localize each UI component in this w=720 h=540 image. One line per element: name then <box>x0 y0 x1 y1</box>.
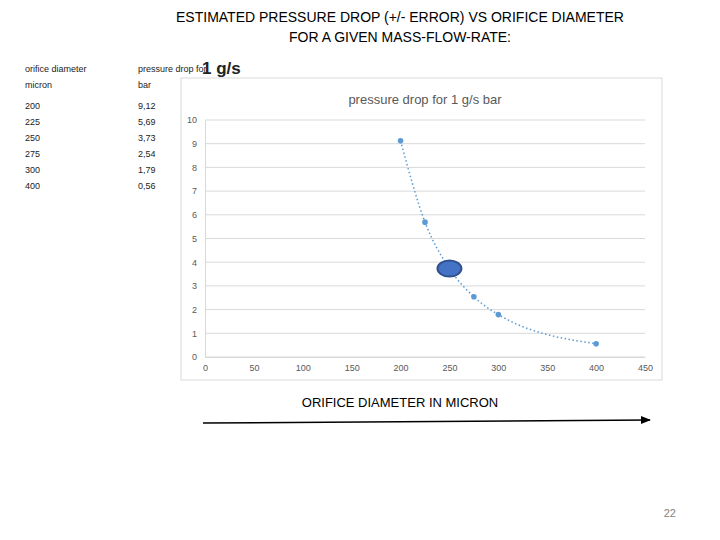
grid-line <box>205 357 645 358</box>
table-cell: 0,56 <box>138 181 156 191</box>
table-header: bar <box>138 80 151 90</box>
table-cell: 250 <box>25 133 40 143</box>
plot-area <box>398 138 599 346</box>
x-tick-label: 400 <box>589 363 604 373</box>
x-tick: 350 <box>540 357 555 373</box>
table-header: 1 g/s <box>202 59 241 78</box>
y-tick-label: 7 <box>192 186 197 196</box>
page-number: 22 <box>664 507 676 519</box>
table-cell: 5,69 <box>138 117 156 127</box>
data-point <box>422 219 428 225</box>
grid-line <box>205 262 645 263</box>
table-header: micron <box>25 80 52 90</box>
x-axis: 0 50 100 150 200 250 300 350 400 450 <box>203 357 653 373</box>
y-tick: 2 <box>192 305 205 315</box>
grid-line <box>205 333 645 334</box>
grid-line <box>205 143 645 144</box>
y-tick: 0 <box>192 352 205 362</box>
y-tick: 10 <box>187 115 205 125</box>
y-tick: 9 <box>192 139 205 149</box>
y-tick: 5 <box>192 234 205 244</box>
grid-line <box>205 167 645 168</box>
table-header: orifice diameter <box>25 64 87 74</box>
x-tick: 100 <box>296 357 311 373</box>
slide: ESTIMATED PRESSURE DROP (+/- ERROR) VS O… <box>0 0 720 540</box>
y-tick-label: 2 <box>192 305 197 315</box>
y-tick-label: 8 <box>192 163 197 173</box>
grid <box>205 120 645 357</box>
y-tick: 4 <box>192 258 205 268</box>
x-tick: 400 <box>589 357 604 373</box>
y-tick-label: 6 <box>192 210 197 220</box>
y-tick: 1 <box>192 329 205 339</box>
chart-frame <box>181 78 662 380</box>
data-point <box>398 138 404 144</box>
grid-line <box>205 238 645 239</box>
series-line <box>401 141 597 344</box>
x-tick-label: 100 <box>296 363 311 373</box>
x-tick: 50 <box>249 357 259 373</box>
x-tick-label: 0 <box>203 363 208 373</box>
table-cell: 1,79 <box>138 165 156 175</box>
x-tick-label: 300 <box>491 363 506 373</box>
grid-line <box>205 214 645 215</box>
x-tick: 250 <box>442 357 457 373</box>
table-cell: 275 <box>25 149 40 159</box>
y-tick-label: 1 <box>192 329 197 339</box>
table-cell: 200 <box>25 101 40 111</box>
y-tick-label: 10 <box>187 115 197 125</box>
y-tick: 3 <box>192 281 205 291</box>
table-header: pressure drop for <box>138 64 207 74</box>
table-cell: 9,12 <box>138 101 156 111</box>
x-tick-label: 450 <box>638 363 653 373</box>
table-cell: 2,54 <box>138 149 156 159</box>
y-tick-label: 4 <box>192 258 197 268</box>
data-point <box>471 294 477 300</box>
y-tick: 6 <box>192 210 205 220</box>
x-tick: 300 <box>491 357 506 373</box>
x-tick: 450 <box>638 357 653 373</box>
x-axis-line <box>206 357 646 358</box>
y-axis: 0 1 2 3 4 5 6 7 8 9 10 <box>187 115 206 362</box>
table-cell: 400 <box>25 181 40 191</box>
x-tick: 0 <box>203 357 208 373</box>
y-tick-label: 9 <box>192 139 197 149</box>
x-tick-label: 50 <box>249 363 259 373</box>
y-tick-label: 5 <box>192 234 197 244</box>
arrow <box>203 420 650 423</box>
x-tick: 200 <box>394 357 409 373</box>
slide-title: ESTIMATED PRESSURE DROP (+/- ERROR) VS O… <box>176 9 624 25</box>
y-tick: 7 <box>192 186 205 196</box>
chart-title: pressure drop for 1 g/s bar <box>348 92 502 107</box>
highlight-marker <box>437 261 461 277</box>
slide-title: FOR A GIVEN MASS-FLOW-RATE: <box>289 29 511 45</box>
y-tick: 8 <box>192 163 205 173</box>
grid-line <box>205 120 645 121</box>
data-point <box>496 312 502 318</box>
table-cell: 300 <box>25 165 40 175</box>
data-point <box>593 341 599 347</box>
x-tick-label: 150 <box>345 363 360 373</box>
grid-line <box>205 309 645 310</box>
x-axis-title: ORIFICE DIAMETER IN MICRON <box>302 395 498 410</box>
y-axis-line <box>205 121 206 358</box>
y-tick-label: 0 <box>192 352 197 362</box>
grid-line <box>205 191 645 192</box>
grid-line <box>205 285 645 286</box>
x-tick: 150 <box>345 357 360 373</box>
table-cell: 3,73 <box>138 133 156 143</box>
table-cell: 225 <box>25 117 40 127</box>
y-tick-label: 3 <box>192 281 197 291</box>
x-tick-label: 250 <box>442 363 457 373</box>
x-tick-label: 350 <box>540 363 555 373</box>
x-tick-label: 200 <box>394 363 409 373</box>
